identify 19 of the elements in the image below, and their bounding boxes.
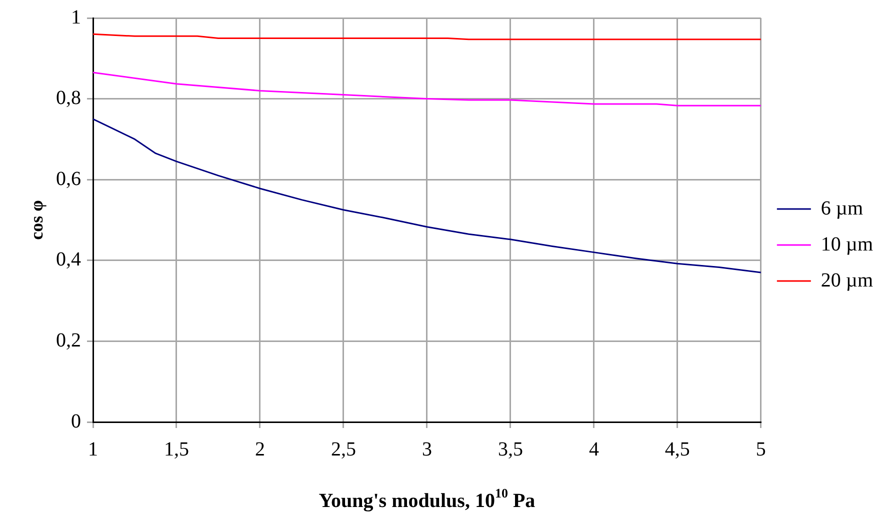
- x-tick-label: 3: [422, 438, 432, 460]
- x-tick-label: 1: [88, 438, 98, 460]
- x-tick-label: 4: [588, 438, 599, 460]
- y-tick-label: 1: [71, 6, 81, 28]
- y-tick-label: 0,6: [56, 168, 81, 190]
- legend-label: 20 µm: [820, 269, 874, 292]
- x-tick-label: 5: [756, 438, 766, 460]
- legend-label: 10 µm: [820, 233, 874, 256]
- y-tick-label: 0,4: [56, 248, 81, 271]
- y-tick-label: 0,2: [56, 329, 81, 352]
- x-tick-label: 4,5: [664, 438, 690, 460]
- y-tick-label: 0: [71, 410, 81, 432]
- x-tick-label: 2,5: [330, 438, 356, 460]
- y-axis-title: cos φ: [26, 200, 47, 240]
- x-tick-label: 1,5: [164, 438, 189, 460]
- y-tick-label: 0,8: [56, 87, 81, 110]
- legend-label: 6 µm: [820, 197, 864, 220]
- x-tick-label: 3,5: [498, 438, 523, 460]
- x-tick-label: 2: [254, 438, 265, 460]
